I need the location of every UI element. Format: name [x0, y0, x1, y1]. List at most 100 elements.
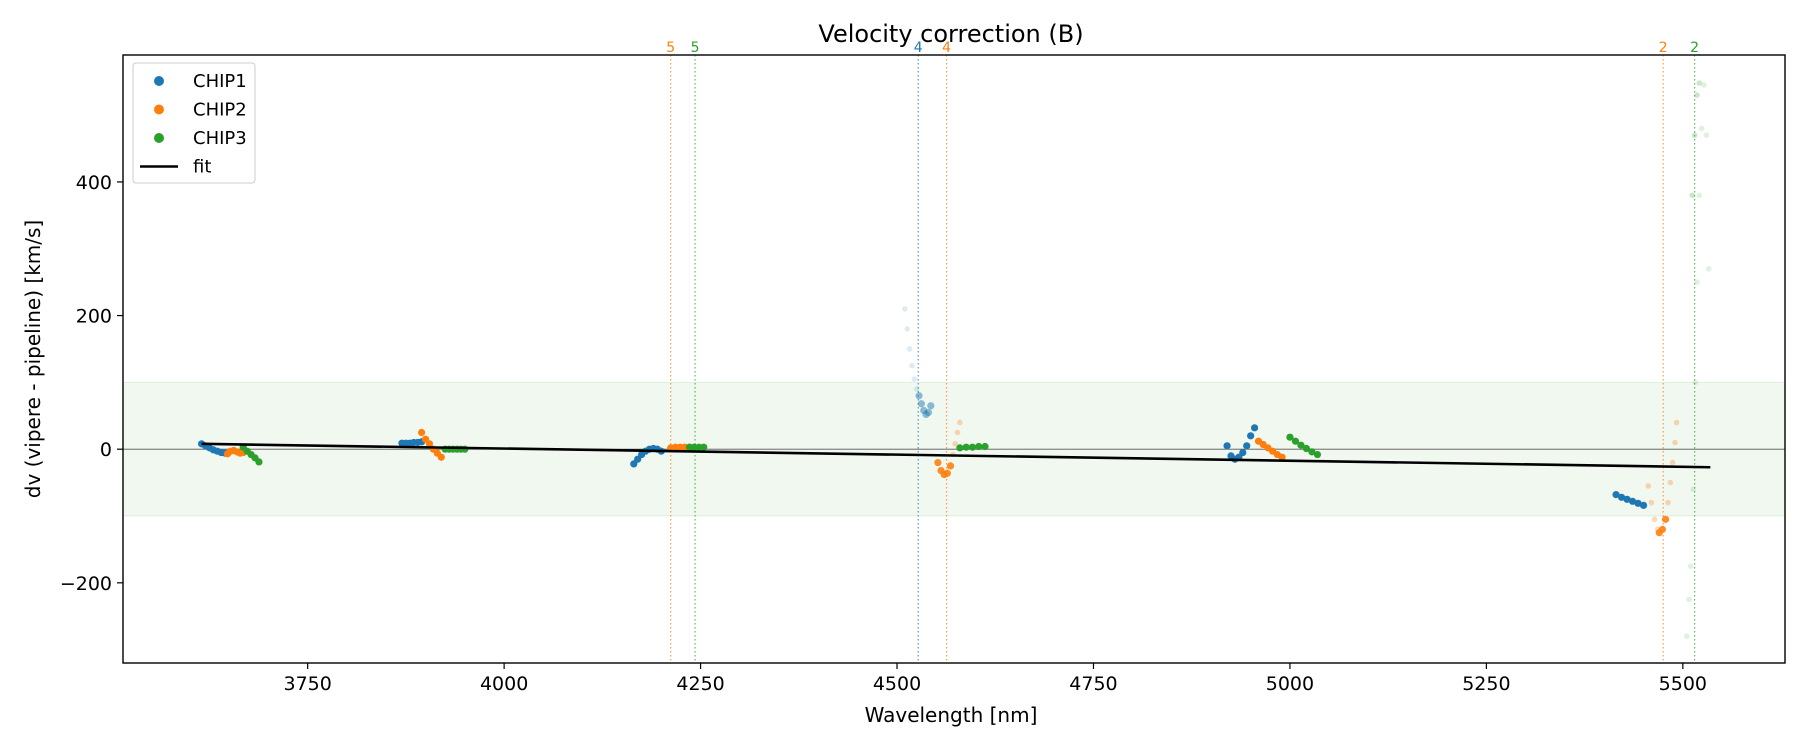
data-point	[1705, 266, 1712, 272]
data-point	[1313, 450, 1322, 459]
data-point	[956, 444, 964, 452]
data-point	[1278, 453, 1286, 461]
data-point	[255, 458, 263, 466]
data-point	[437, 453, 445, 461]
x-tick-label: 3750	[283, 673, 331, 695]
data-point	[1239, 448, 1247, 457]
data-point	[1690, 486, 1696, 493]
data-point	[962, 443, 970, 451]
x-axis-label: Wavelength [nm]	[865, 703, 1038, 727]
data-point	[909, 362, 915, 369]
data-point	[1291, 437, 1300, 445]
data-point	[1665, 499, 1671, 506]
data-point	[975, 442, 983, 451]
data-point	[1686, 596, 1692, 603]
data-point	[1687, 563, 1694, 569]
data-point	[913, 386, 920, 392]
series-chip2	[223, 419, 1680, 537]
data-point	[1667, 479, 1674, 486]
data-point	[1692, 379, 1699, 386]
data-point	[1297, 441, 1305, 449]
data-point	[1669, 459, 1676, 466]
legend-label-chip2: CHIP2	[193, 100, 247, 121]
data-point	[902, 306, 908, 312]
marker-line-label-3: 4	[914, 40, 923, 56]
marker-line-label-6: 2	[1690, 40, 1699, 56]
marker-line-label-2: 5	[691, 40, 700, 56]
data-point	[1250, 424, 1259, 432]
data-point	[1696, 192, 1703, 199]
legend-marker-chip2	[154, 104, 164, 115]
data-point	[1698, 125, 1705, 132]
data-point	[1286, 433, 1294, 441]
legend-box	[132, 62, 256, 184]
data-point	[1628, 497, 1637, 505]
y-tick-label: 400	[76, 172, 112, 194]
data-point	[1673, 419, 1680, 426]
data-point	[1696, 80, 1703, 86]
data-point	[1645, 483, 1652, 489]
data-point	[1661, 515, 1670, 523]
legend: CHIP1 CHIP2 CHIP3 fit	[132, 62, 256, 184]
data-point	[904, 326, 911, 332]
y-tick-label: −200	[60, 573, 112, 595]
data-point	[906, 346, 913, 352]
data-point	[1302, 444, 1311, 453]
data-point	[1634, 499, 1642, 507]
data-layer	[197, 80, 1712, 640]
data-point	[924, 408, 933, 417]
data-point	[1683, 633, 1690, 640]
data-point	[946, 462, 955, 470]
data-point	[917, 400, 925, 408]
data-point	[952, 441, 958, 447]
data-point	[911, 376, 918, 382]
data-point	[1247, 432, 1255, 440]
x-tick-label: 4500	[873, 673, 921, 695]
data-point	[1691, 132, 1698, 138]
x-tick-label: 4250	[676, 673, 724, 695]
x-tick-label: 4000	[480, 673, 528, 695]
fit-line	[201, 442, 1711, 469]
x-axis: 3750 4000 4250 4500 4750 5000 5250 5500	[283, 663, 1707, 695]
y-tick-label: 200	[76, 306, 112, 328]
data-point	[425, 440, 434, 448]
data-point	[1651, 516, 1658, 523]
y-tick-label: 0	[100, 439, 112, 461]
marker-line-label-4: 4	[942, 40, 951, 56]
y-axis-label: dv (vipere - pipeline) [km/s]	[21, 220, 45, 498]
x-tick-label: 5000	[1266, 673, 1314, 695]
data-point	[1703, 132, 1710, 138]
data-point	[1694, 279, 1700, 285]
plot-frame	[122, 54, 1786, 664]
legend-label-chip3: CHIP3	[193, 128, 247, 149]
data-point	[1648, 499, 1655, 506]
data-point	[957, 419, 963, 426]
legend-marker-chip1	[154, 76, 164, 86]
data-point	[981, 442, 989, 451]
x-tick-label: 5250	[1462, 673, 1510, 695]
data-point	[1689, 192, 1696, 199]
marker-line-label-1: 5	[666, 40, 675, 56]
data-point	[954, 429, 961, 436]
data-point	[1658, 525, 1667, 533]
x-tick-label: 4750	[1069, 673, 1117, 695]
chart-title: Velocity correction (B)	[818, 20, 1083, 48]
data-point	[1617, 493, 1626, 501]
x-tick-label: 5500	[1659, 673, 1707, 695]
legend-marker-chip3	[154, 133, 164, 143]
legend-label-chip1: CHIP1	[193, 71, 247, 92]
marker-line-label-5: 2	[1659, 40, 1668, 56]
data-point	[1639, 501, 1648, 509]
data-point	[1701, 82, 1707, 88]
series-chip3	[239, 80, 1712, 640]
y-axis: −200 0 200 400	[60, 172, 123, 595]
data-point	[1672, 439, 1678, 446]
data-point	[1223, 442, 1231, 450]
data-point	[915, 392, 923, 400]
data-point	[927, 402, 935, 410]
data-point	[1623, 495, 1631, 503]
data-point	[700, 443, 708, 451]
data-point	[418, 428, 426, 437]
